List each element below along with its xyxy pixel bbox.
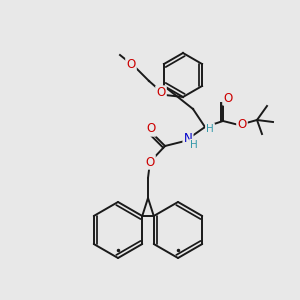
Text: O: O bbox=[224, 92, 232, 104]
Text: O: O bbox=[156, 86, 166, 100]
Text: O: O bbox=[146, 155, 154, 169]
Text: H: H bbox=[206, 124, 214, 134]
Text: N: N bbox=[184, 133, 192, 146]
Text: O: O bbox=[146, 122, 156, 136]
Text: O: O bbox=[126, 58, 136, 71]
Text: H: H bbox=[190, 140, 198, 150]
Text: O: O bbox=[237, 118, 247, 130]
